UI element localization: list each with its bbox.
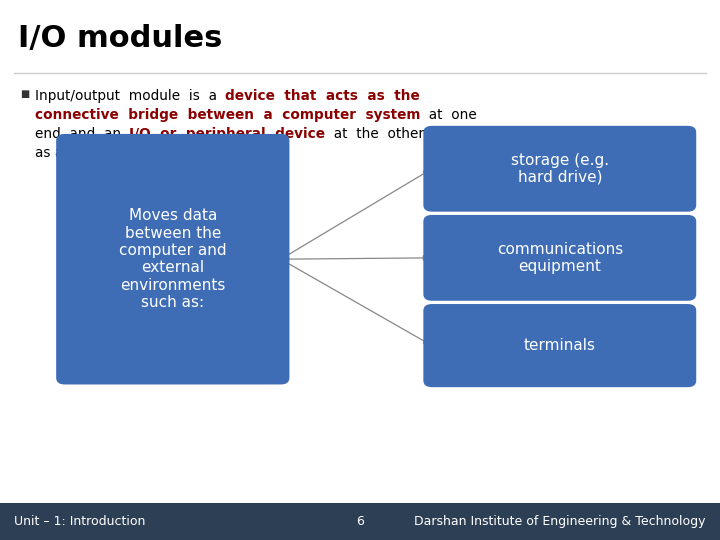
Text: Darshan Institute of Engineering & Technology: Darshan Institute of Engineering & Techn… [414, 515, 706, 528]
FancyBboxPatch shape [423, 215, 696, 301]
Text: as a printer, webcam or scanner.: as a printer, webcam or scanner. [35, 146, 260, 160]
Text: at  the  other,  such: at the other, such [325, 127, 469, 141]
Text: device  that  acts  as  the: device that acts as the [225, 89, 420, 103]
Text: 6: 6 [356, 515, 364, 528]
Text: end  and  an: end and an [35, 127, 130, 141]
Text: I/O modules: I/O modules [18, 24, 222, 53]
FancyBboxPatch shape [0, 503, 720, 540]
Text: storage (e.g.
hard drive): storage (e.g. hard drive) [510, 152, 609, 185]
Text: communications
equipment: communications equipment [497, 242, 623, 274]
Text: Unit – 1: Introduction: Unit – 1: Introduction [14, 515, 145, 528]
Text: ■: ■ [20, 89, 30, 99]
Text: Moves data
between the
computer and
external
environments
such as:: Moves data between the computer and exte… [119, 208, 227, 310]
FancyBboxPatch shape [423, 304, 696, 387]
FancyBboxPatch shape [423, 126, 696, 212]
Text: connective  bridge  between  a  computer  system: connective bridge between a computer sys… [35, 108, 420, 122]
Text: at  one: at one [420, 108, 477, 122]
Text: terminals: terminals [523, 338, 596, 353]
Text: I/O  or  peripheral  device: I/O or peripheral device [130, 127, 325, 141]
FancyBboxPatch shape [56, 134, 289, 384]
Text: Input/output  module  is  a: Input/output module is a [35, 89, 225, 103]
